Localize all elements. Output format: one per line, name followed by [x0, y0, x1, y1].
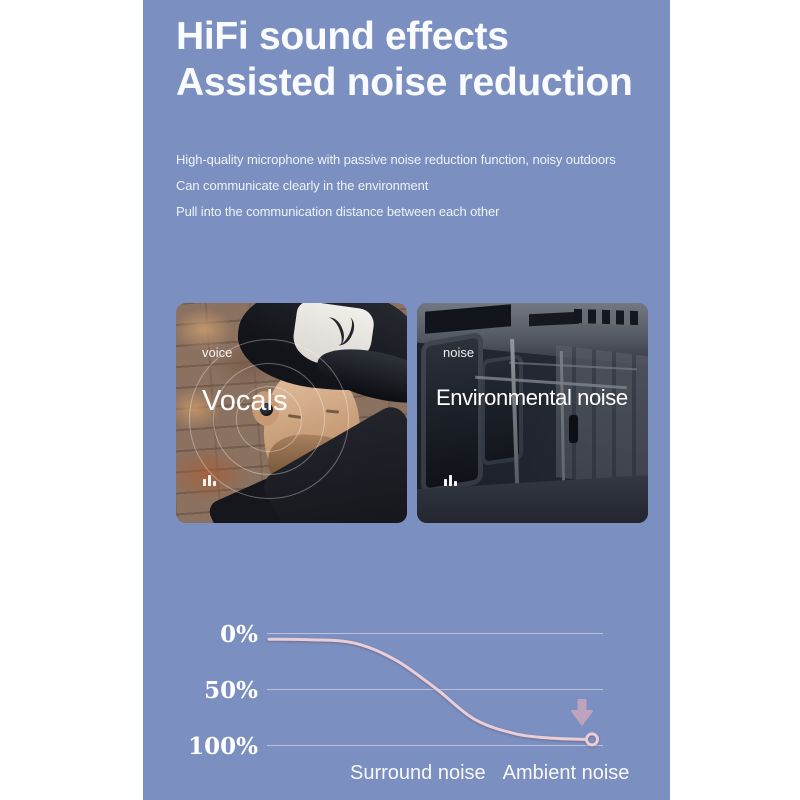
dark-overlay [417, 303, 648, 523]
card-tag: voice [202, 345, 233, 360]
description-line: Can communicate clearly in the environme… [176, 178, 429, 193]
description-line: Pull into the communication distance bet… [176, 204, 500, 219]
arrow-down-icon [571, 699, 593, 726]
blue-panel: HiFi sound effects Assisted noise reduct… [143, 0, 670, 800]
noise-curve [267, 637, 599, 747]
equalizer-bars-icon [444, 475, 457, 486]
sound-ripple [189, 339, 349, 499]
gridline [267, 633, 603, 634]
x-axis-label: Surround noise [350, 762, 486, 784]
headline-line1: HiFi sound effects [176, 15, 509, 58]
description-line: High-quality microphone with passive noi… [176, 152, 616, 167]
curve-end-marker [585, 732, 599, 747]
brick-wall-photo [176, 303, 407, 523]
x-axis-labels: Surround noise Ambient noise [350, 762, 629, 785]
card-title: Vocals [202, 385, 288, 417]
card-title: Environmental noise [436, 385, 628, 410]
page-title: HiFi sound effects Assisted noise reduct… [176, 14, 633, 106]
subway-interior-photo [417, 303, 648, 523]
environment-photo-card: noise Environmental noise [417, 303, 648, 523]
x-axis-label: Ambient noise [502, 762, 630, 784]
card-tag: noise [443, 345, 475, 360]
y-tick-label: 50% [204, 677, 258, 704]
description: High-quality microphone with passive noi… [176, 147, 616, 225]
gridline [267, 745, 603, 746]
vocals-photo-card: voice Vocals [176, 303, 407, 523]
y-tick-label: 0% [220, 621, 258, 648]
equalizer-bars-icon [203, 475, 216, 486]
headline-line2: Assisted noise reduction [176, 61, 633, 104]
y-tick-label: 100% [188, 733, 258, 760]
